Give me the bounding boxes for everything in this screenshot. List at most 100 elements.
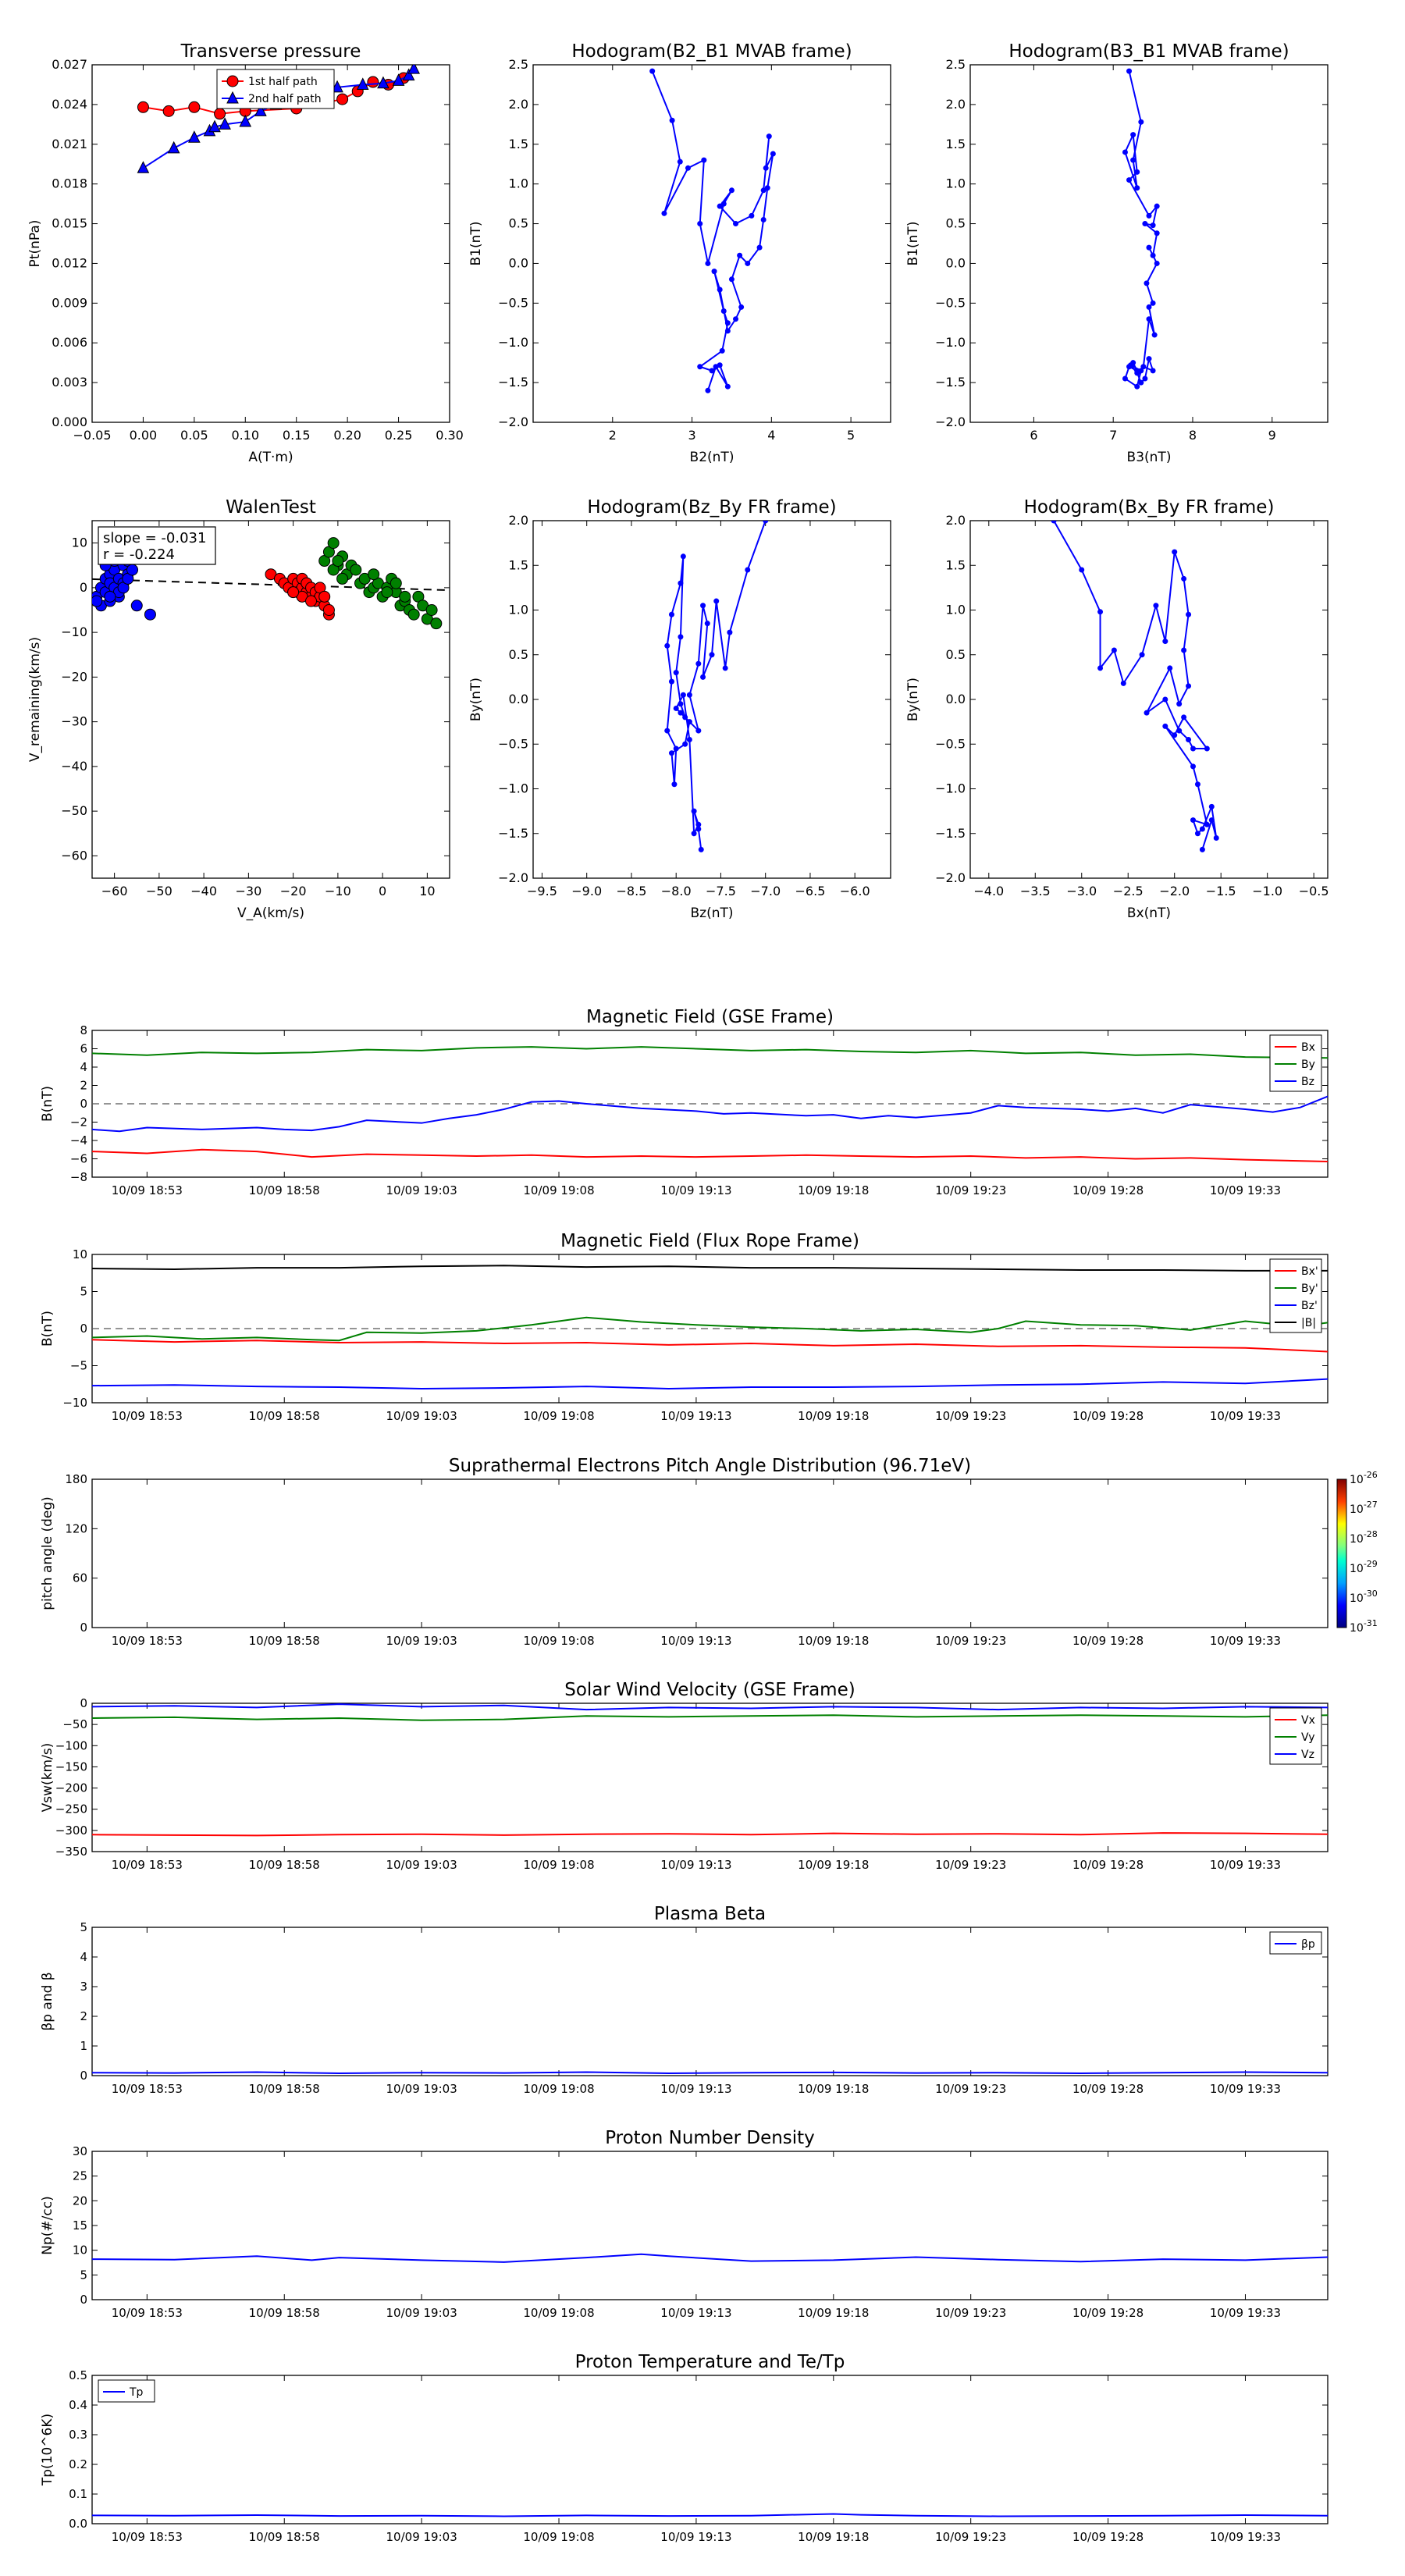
series-0-point (763, 521, 769, 524)
series-0-point (682, 714, 688, 720)
x-tick-label: 10/09 19:18 (798, 1409, 869, 1423)
y-tick-label: 0.5 (69, 2368, 87, 2382)
y-tick-label: −250 (55, 1802, 87, 1816)
y-tick-label: −2.0 (935, 415, 966, 429)
y-axis-label: By(nT) (905, 678, 921, 721)
x-tick-label: 10/09 19:13 (660, 2082, 731, 2096)
series-2-point (327, 537, 340, 550)
series-0-point (678, 710, 684, 716)
y-axis-label: B(nT) (40, 1086, 55, 1122)
x-tick-label: 10/09 19:28 (1072, 1634, 1144, 1648)
x-tick-label: 10/09 19:33 (1210, 2082, 1281, 2096)
x-tick-label: 10/09 18:53 (112, 2530, 183, 2544)
series-2-point (399, 590, 411, 603)
y-tick-label: −2.0 (498, 870, 528, 885)
y-axis-label: B1(nT) (468, 222, 484, 266)
colorbar-tick-label: 10-28 (1350, 1529, 1378, 1546)
series-0-point (733, 316, 739, 322)
series-0-point (1126, 68, 1133, 74)
series-1st-half-path-point (137, 101, 149, 113)
x-tick-label: 10/09 18:53 (112, 2082, 183, 2096)
x-tick-label: −4.0 (973, 884, 1004, 898)
y-tick-label: −1.0 (498, 335, 528, 350)
y-tick-label: −0.5 (498, 736, 528, 751)
plot-area (92, 2071, 1328, 2074)
series-0-point (1134, 185, 1140, 191)
series-0-point (680, 553, 686, 560)
series-0-point (1199, 846, 1205, 852)
panel-pt: Transverse pressure 0.000 0.003 0.006 0.009 0… (27, 41, 464, 465)
x-tick-label: 10/09 19:18 (798, 1183, 869, 1197)
series-0-point (717, 286, 723, 293)
y-tick-label: −10 (61, 624, 87, 639)
plot-frame (532, 64, 891, 423)
y-tick-label: 0.0 (509, 692, 528, 706)
series-bz-line (92, 1095, 1328, 1133)
x-tick-label: 9 (1268, 428, 1276, 443)
series-0-point (1140, 364, 1147, 370)
x-tick-label: 10/09 19:03 (386, 2530, 457, 2544)
x-tick-label: 10/09 18:58 (249, 1409, 320, 1423)
series-0-point (1151, 332, 1158, 338)
series-0-point (1181, 647, 1187, 653)
series-0-point (678, 701, 684, 707)
series-0-point (1122, 375, 1128, 382)
series-2nd-half-path-point (239, 114, 252, 127)
y-tick-label: −6 (70, 1152, 87, 1166)
y-tick-label: −2.0 (935, 870, 966, 885)
x-tick-label: 10/09 18:58 (249, 1183, 320, 1197)
x-tick-label: 10/09 19:23 (935, 1183, 1006, 1197)
y-tick-label: 60 (73, 1571, 87, 1585)
series-2-point (368, 568, 380, 581)
y-tick-label: 0.0 (509, 255, 528, 270)
series-0-point (1176, 728, 1183, 734)
x-tick-label: 10/09 19:28 (1072, 2082, 1144, 2096)
chart-title: Proton Number Density (605, 2128, 815, 2148)
y-tick-label: −50 (61, 803, 87, 818)
series-0-point (1142, 375, 1148, 382)
y-tick-label: 4 (80, 1060, 87, 1074)
x-tick-label: 10/09 18:58 (249, 2306, 320, 2320)
series-0-point (1190, 745, 1197, 752)
panel-walen: WalenTest −60 −50 −40 −30 −20 −10 0 10 −60 −50 −40 −… (27, 497, 450, 921)
y-tick-label: 180 (65, 1472, 87, 1486)
series-0-point (686, 737, 692, 743)
x-tick-label: −6.0 (840, 884, 870, 898)
legend-label: Bz (1301, 1076, 1314, 1088)
x-tick-label: −0.5 (1299, 884, 1329, 898)
y-axis-label: βp and β (40, 1972, 55, 2030)
y-tick-label: −1.5 (935, 375, 966, 390)
x-tick-label: 10/09 19:28 (1072, 2530, 1144, 2544)
y-tick-label: 2.0 (509, 513, 528, 528)
x-tick-label: −0.05 (73, 428, 111, 443)
series-0-point (717, 203, 723, 209)
y-tick-label: 25 (73, 2169, 87, 2183)
series-0-point (700, 603, 706, 609)
x-tick-label: 10/09 19:03 (386, 1634, 457, 1648)
y-tick-label: 5 (80, 1285, 87, 1299)
x-tick-label: −60 (101, 884, 128, 898)
series-0-point (727, 629, 733, 635)
plot-area (92, 1046, 1328, 1163)
y-tick-label: 1.5 (509, 557, 528, 572)
y-tick-label: 20 (73, 2194, 87, 2208)
chart-title: Magnetic Field (Flux Rope Frame) (560, 1231, 859, 1251)
series-0-point (713, 364, 719, 370)
series-0-point (1190, 817, 1197, 824)
plot-frame (91, 2151, 1329, 2300)
x-tick-label: 10/09 19:08 (523, 2306, 594, 2320)
series-2nd-half-path-point (356, 77, 369, 90)
x-tick-label: 10 (419, 884, 435, 898)
series-0-point (1144, 710, 1150, 716)
series-0-point (1139, 652, 1145, 658)
annotation-text: slope = -0.031 (103, 530, 206, 546)
series-0-point (1130, 157, 1136, 163)
series-0-point (1181, 575, 1187, 582)
y-tick-label: 0.024 (52, 97, 87, 112)
x-tick-label: 10/09 18:53 (112, 2306, 183, 2320)
y-tick-label: 30 (73, 2144, 87, 2158)
y-tick-label: −10 (62, 1396, 87, 1410)
legend-label: Vy (1301, 1731, 1315, 1744)
plot-frame (969, 520, 1329, 879)
series--p-line (92, 2071, 1328, 2074)
